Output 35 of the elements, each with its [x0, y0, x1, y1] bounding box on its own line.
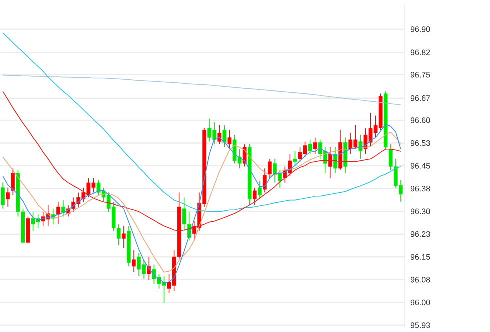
candlestick [122, 226, 126, 249]
y-tick-label: 96.38 [410, 186, 430, 192]
candlestick [252, 187, 257, 206]
y-tick-label: 96.67 [410, 96, 430, 102]
candlestick [147, 256, 152, 280]
y-tick-label: 96.08 [410, 277, 430, 283]
candlestick [293, 151, 298, 166]
candlestick [328, 147, 332, 179]
y-tick-label: 96.82 [410, 50, 430, 56]
y-tick-label: 96.00 [410, 300, 430, 306]
candlestick [228, 130, 232, 150]
candlestick [222, 125, 227, 148]
candlestick [6, 187, 10, 208]
candlestick [263, 168, 267, 194]
y-tick-label: 96.15 [410, 254, 430, 260]
y-tick-label: 96.45 [410, 163, 430, 169]
candlestick [268, 158, 272, 179]
candlestick [308, 140, 312, 155]
candlestick [358, 134, 363, 160]
y-tick-label: 96.90 [410, 26, 430, 32]
y-tick-label: 95.93 [410, 322, 430, 328]
candlestick [258, 180, 262, 200]
y-tick-label: 96.60 [410, 118, 430, 124]
y-tick-label: 96.53 [410, 140, 430, 146]
candlestick [62, 200, 66, 218]
candlestick [11, 168, 16, 196]
candlestick [334, 147, 338, 174]
candlestick [1, 182, 5, 210]
y-tick-label: 96.23 [410, 232, 430, 238]
candlestick [56, 202, 60, 225]
y-tick-label: 96.30 [410, 208, 430, 214]
candlestick [313, 137, 318, 155]
candlestick [132, 250, 136, 273]
y-tick-label: 96.75 [410, 72, 430, 78]
candlestick [218, 125, 222, 145]
